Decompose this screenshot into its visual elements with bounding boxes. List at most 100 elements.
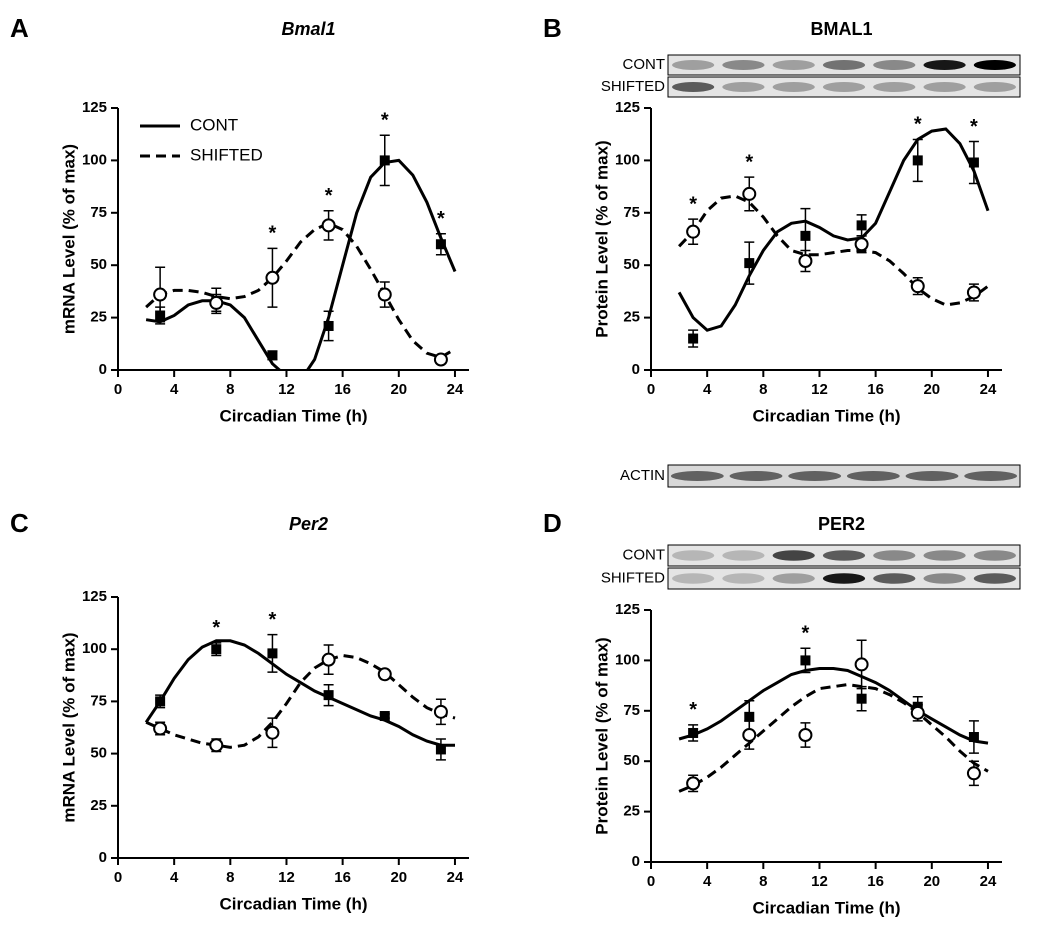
data-point (968, 732, 979, 743)
x-tick-label: 4 (703, 873, 712, 890)
data-point (267, 648, 278, 659)
data-point (209, 738, 224, 753)
y-axis-title: Protein Level (% of max) (592, 637, 611, 834)
x-tick-label: 24 (447, 869, 464, 886)
blot-label: SHIFTED (601, 78, 665, 95)
x-tick-label: 4 (170, 869, 179, 886)
fit-curve (144, 639, 455, 747)
x-tick-label: 8 (226, 869, 234, 886)
legend-label: SHIFTED (190, 145, 263, 164)
significance-star: * (914, 114, 922, 136)
blot-band (923, 550, 966, 561)
blot-band (964, 471, 1018, 481)
blot-band (822, 550, 866, 561)
panel-title: Bmal1 (281, 19, 335, 39)
y-tick-label: 25 (623, 803, 640, 820)
y-axis-title: mRNA Level (% of max) (59, 632, 78, 822)
x-tick-label: 8 (759, 873, 767, 890)
significance-star: * (437, 208, 445, 230)
data-point (800, 230, 811, 241)
data-point (379, 711, 390, 722)
data-point (744, 711, 755, 722)
blot-band (722, 60, 765, 70)
blot-band (772, 573, 815, 584)
y-tick-label: 50 (90, 256, 107, 273)
panel-title: Per2 (289, 514, 328, 534)
significance-star: * (212, 617, 220, 639)
data-point (688, 333, 699, 344)
y-tick-label: 75 (90, 204, 107, 221)
data-point (688, 727, 699, 738)
panel-label: A (10, 13, 29, 43)
data-point (265, 270, 280, 285)
panel: A Bmal1 0 25 50 75 100 125 0 4 8 12 16 20 24 Circadian … (10, 13, 469, 425)
x-tick-label: 0 (114, 381, 122, 398)
y-tick-label: 100 (615, 151, 640, 168)
data-point (686, 776, 701, 791)
blot-strip (667, 76, 1021, 98)
blot-band (670, 471, 724, 481)
y-tick-label: 25 (90, 797, 107, 814)
panel: B BMAL1 0 25 50 75 100 125 0 4 8 12 16 20 24 Circadian … (543, 13, 1021, 488)
data-point (265, 725, 280, 740)
data-point (798, 727, 813, 742)
panel-label: B (543, 13, 562, 43)
blot-band (873, 550, 916, 561)
data-point (968, 157, 979, 168)
data-point (966, 766, 981, 781)
data-point (321, 218, 336, 233)
data-point (854, 237, 869, 252)
significance-star: * (745, 151, 753, 173)
x-tick-label: 20 (390, 869, 407, 886)
data-point (209, 295, 224, 310)
y-tick-label: 25 (623, 309, 640, 326)
data-point (377, 287, 392, 302)
x-tick-label: 24 (447, 381, 464, 398)
x-tick-label: 8 (226, 381, 234, 398)
data-point (267, 350, 278, 361)
blot-band (672, 573, 715, 584)
significance-star: * (802, 623, 810, 645)
x-tick-label: 16 (334, 381, 351, 398)
data-point (321, 652, 336, 667)
blot-band (973, 550, 1016, 561)
significance-star: * (381, 110, 389, 132)
data-point (742, 186, 757, 201)
data-point (686, 224, 701, 239)
blot-band (822, 573, 866, 584)
x-tick-label: 12 (811, 381, 828, 398)
blot-label: CONT (623, 546, 666, 563)
data-point (798, 254, 813, 269)
data-point (379, 155, 390, 166)
x-tick-label: 0 (114, 869, 122, 886)
panel: C Per2 0 25 50 75 100 125 0 4 8 12 16 20 24 Circadian T… (10, 508, 469, 913)
x-axis-title: Circadian Time (h) (220, 894, 368, 913)
blot-band (822, 82, 866, 92)
blot-band (873, 82, 916, 92)
blot-band (722, 550, 765, 561)
y-tick-label: 50 (623, 256, 640, 273)
y-tick-label: 125 (615, 99, 640, 116)
fit-curve (678, 683, 989, 793)
blot-label: SHIFTED (601, 569, 665, 586)
panel-label: D (543, 508, 562, 538)
fit-curve (678, 667, 989, 745)
data-point (433, 704, 448, 719)
data-point (323, 320, 334, 331)
data-point (155, 696, 166, 707)
data-point (435, 744, 446, 755)
data-point (910, 279, 925, 294)
fit-curve (677, 127, 990, 332)
legend-label: CONT (190, 115, 238, 134)
x-tick-label: 20 (923, 381, 940, 398)
blot-band (923, 82, 966, 92)
x-tick-label: 20 (923, 873, 940, 890)
data-point (433, 352, 448, 367)
x-tick-label: 20 (390, 381, 407, 398)
y-tick-label: 75 (90, 692, 107, 709)
x-axis-title: Circadian Time (h) (753, 898, 901, 917)
blot-band (923, 60, 966, 70)
y-tick-label: 0 (632, 361, 640, 378)
data-point (435, 239, 446, 250)
